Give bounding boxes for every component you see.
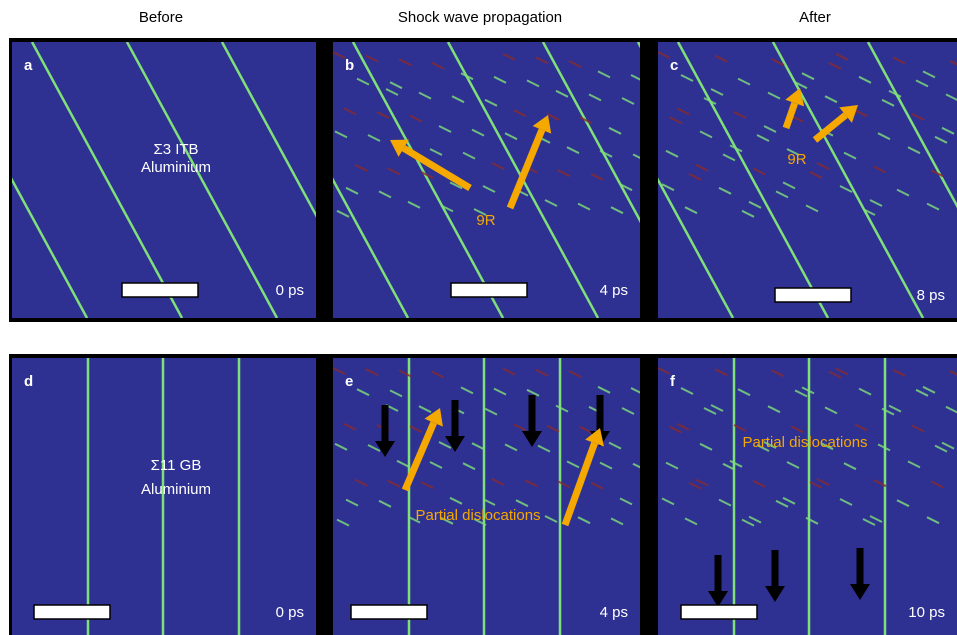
panel-label: a: [24, 57, 33, 74]
time-label: 0 ps: [276, 282, 304, 299]
time-label: 10 ps: [908, 604, 945, 621]
page: Before Shock wave propagation After a Σ3 …: [0, 0, 957, 635]
annotation: Aluminium: [141, 159, 211, 176]
panel-label: e: [345, 373, 353, 390]
column-header: Shock wave propagation: [398, 9, 562, 26]
column-header: After: [799, 9, 831, 26]
simulation-image: [12, 42, 316, 318]
simulation-image: [333, 358, 640, 635]
panel-label: b: [345, 57, 354, 74]
annotation: Aluminium: [141, 481, 211, 498]
scale-bar: [775, 288, 851, 302]
annotation: Partial dislocations: [415, 507, 540, 524]
simulation-image: [333, 42, 640, 318]
annotation: Partial dislocations: [742, 434, 867, 451]
panel-label: c: [670, 57, 678, 74]
column-header: Before: [139, 9, 183, 26]
panel: fPartial dislocations10 ps: [658, 358, 957, 635]
figure: Before Shock wave propagation After a Σ3 …: [0, 0, 957, 635]
panel-label: d: [24, 373, 33, 390]
time-label: 8 ps: [917, 287, 945, 304]
scale-bar: [681, 605, 757, 619]
scale-bar: [122, 283, 198, 297]
scale-bar: [34, 605, 110, 619]
annotation: Σ11 GB: [151, 457, 202, 474]
scale-bar: [451, 283, 527, 297]
annotation: Σ3 ITB: [153, 141, 198, 158]
scale-bar: [351, 605, 427, 619]
annotation: 9R: [476, 212, 495, 229]
panel: d Σ11 GB Aluminium 0 ps: [12, 358, 316, 635]
annotation: 9R: [787, 151, 806, 168]
simulation-image: [658, 358, 957, 635]
panel: e Partial dislocations 4 ps: [333, 358, 645, 635]
simulation-image: [658, 42, 957, 318]
time-label: 4 ps: [600, 604, 628, 621]
time-label: 4 ps: [600, 282, 628, 299]
time-label: 0 ps: [276, 604, 304, 621]
